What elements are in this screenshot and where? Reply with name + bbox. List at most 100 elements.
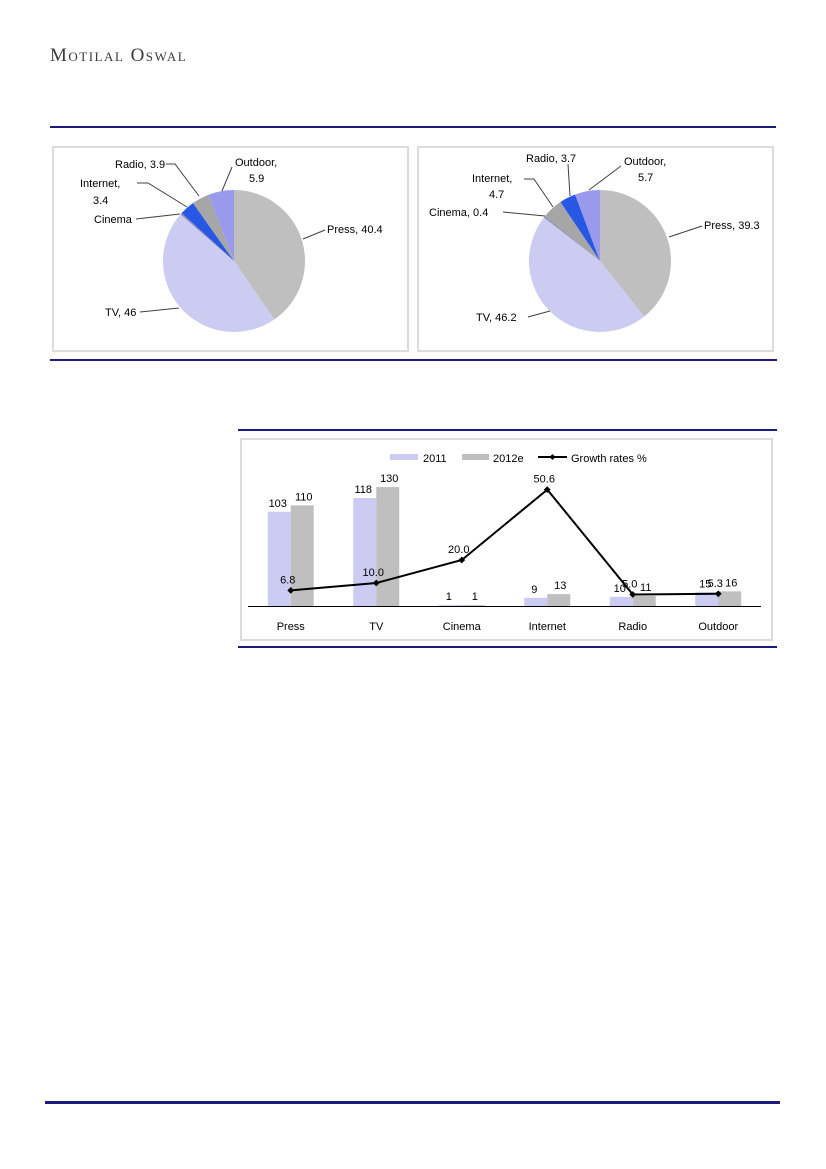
pie-slice-internet	[545, 202, 600, 261]
pie-label-internet: 3.4	[93, 195, 108, 207]
section-divider-top	[50, 126, 776, 128]
pie-slice-outdoor	[208, 190, 234, 261]
pie-label-internet: 4.7	[489, 189, 504, 201]
pie-label-outdoor: 5.7	[638, 172, 653, 184]
category-label-cinema: Cinema	[443, 621, 482, 633]
bar-label-2012e-internet: 13	[554, 580, 566, 592]
combo-bar-line-chart: 103 118 1 9 10 15 110 130 1 13 11 16 6.8 10.0 20.0 50.6…	[248, 453, 761, 633]
pie-slice-cinema	[543, 216, 600, 261]
pie-leader-tv	[527, 310, 551, 318]
pie-leader-tv	[139, 307, 180, 313]
pie-slice-internet	[181, 203, 234, 261]
pie-chart-2011-box: Press, 40.4 TV, 46 Cinema Internet, 3.4 Radio…	[52, 146, 409, 352]
bar-label-2012e-tv: 130	[380, 473, 398, 485]
bar-2012e-internet	[547, 594, 571, 606]
pie-chart-2011: Press, 40.4 TV, 46 Cinema Internet, 3.4 Radio…	[80, 157, 383, 333]
combo-chart-divider-top	[238, 429, 777, 431]
pie-label-radio: Radio, 3.9	[115, 159, 165, 171]
pie-slice-tv	[162, 214, 275, 333]
bar-2011-internet	[524, 597, 548, 606]
pie-label-press: Press, 39.3	[704, 220, 760, 232]
bar-2011-outdoor	[695, 592, 719, 606]
pie-label-radio: Radio, 3.7	[526, 153, 576, 165]
bar-label-2011-internet: 9	[531, 584, 537, 596]
pie-label-cinema: Cinema, 0.4	[429, 207, 488, 219]
pie-leader-internet	[524, 178, 554, 208]
category-label-press: Press	[277, 621, 306, 633]
page-footer-rule	[45, 1101, 780, 1104]
bar-label-2011-outdoor: 15	[699, 578, 711, 590]
growth-marker-tv	[372, 579, 380, 587]
bar-label-2011-tv: 118	[354, 484, 372, 496]
bar-label-2012e-press: 110	[295, 491, 313, 503]
growth-marker-outdoor	[714, 590, 722, 598]
combo-chart-divider-bottom	[238, 646, 777, 648]
growth-line	[290, 488, 719, 596]
pie-slice-press	[600, 190, 672, 317]
pie-label-internet: Internet,	[472, 173, 512, 185]
pie-slice-outdoor	[575, 190, 600, 261]
bar-2012e-press	[290, 505, 314, 606]
pie-chart-2012e: Press, 39.3 TV, 46.2 Cinema, 0.4 Internet, 4…	[429, 153, 760, 333]
legend-swatch-2011	[390, 454, 418, 460]
pie-leader-cinema	[502, 211, 546, 217]
pie-leader-radio	[567, 163, 571, 197]
pie-leader-internet	[137, 182, 188, 208]
growth-marker-cinema	[458, 556, 466, 564]
bar-2012e-outdoor	[718, 591, 742, 606]
bar-label-2012e-cinema: 1	[472, 591, 478, 603]
growth-label-radio: 5.0	[622, 579, 637, 591]
legend-label-growth-rates: Growth rates %	[571, 453, 647, 465]
category-label-internet: Internet	[529, 621, 566, 633]
category-label-radio: Radio	[618, 621, 647, 633]
bar-label-2012e-radio: 11	[640, 582, 651, 594]
bar-2012e-radio	[632, 595, 656, 606]
bar-label-2011-radio: 10	[614, 583, 626, 595]
pie-chart-2012e-box: Press, 39.3 TV, 46.2 Cinema, 0.4 Internet, 4…	[417, 146, 774, 352]
pie-label-cinema: Cinema	[94, 214, 133, 226]
legend-label-2012e: 2012e	[493, 453, 524, 465]
growth-label-outdoor: 5.3	[708, 578, 723, 590]
growth-marker-internet	[543, 486, 551, 494]
bar-2012e-tv	[376, 487, 400, 606]
growth-label-cinema: 20.0	[448, 544, 469, 556]
pie-label-outdoor: Outdoor,	[235, 157, 277, 169]
pie-label-tv: TV, 46.2	[476, 312, 517, 324]
category-label-outdoor: Outdoor	[698, 621, 738, 633]
bar-2011-tv	[353, 498, 377, 606]
legend-swatch-2012e	[462, 454, 489, 460]
pie-label-outdoor: Outdoor,	[624, 156, 666, 168]
bar-2011-radio	[609, 596, 633, 606]
pie-leader-outdoor	[221, 166, 233, 192]
growth-marker-press	[287, 586, 295, 594]
pie-leader-press	[302, 229, 326, 240]
brand-logo: Motilal Oswal	[50, 45, 188, 66]
bar-2011-cinema	[438, 605, 462, 606]
legend-label-2011: 2011	[423, 453, 447, 465]
legend-line-marker	[549, 454, 556, 460]
pie-slice-radio	[560, 194, 600, 261]
pie-label-press: Press, 40.4	[327, 224, 383, 236]
pie-slice-cinema	[180, 213, 234, 261]
bar-2012e-cinema	[461, 605, 485, 606]
pie-slice-tv	[528, 217, 645, 333]
bar-label-2011-press: 103	[269, 498, 287, 510]
pie-leader-outdoor	[588, 165, 622, 191]
combo-chart-box: 103 118 1 9 10 15 110 130 1 13 11 16 6.8 10.0 20.0 50.6…	[240, 438, 773, 641]
bar-label-2011-cinema: 1	[446, 591, 452, 603]
pie-leader-cinema	[135, 213, 181, 220]
bar-label-2012e-outdoor: 16	[725, 577, 737, 589]
category-label-tv: TV	[369, 621, 384, 633]
pie-label-internet: Internet,	[80, 178, 120, 190]
growth-label-press: 6.8	[280, 574, 295, 586]
pie-leader-press	[668, 225, 703, 238]
bar-2011-press	[267, 511, 291, 606]
pie-slice-radio	[192, 194, 234, 261]
pie-slice-press	[234, 190, 306, 320]
pie-leader-radio	[166, 163, 200, 197]
growth-label-internet: 50.6	[534, 474, 555, 486]
pie-label-outdoor: 5.9	[249, 173, 264, 185]
section-divider-mid	[50, 359, 777, 361]
growth-label-tv: 10.0	[363, 567, 384, 579]
